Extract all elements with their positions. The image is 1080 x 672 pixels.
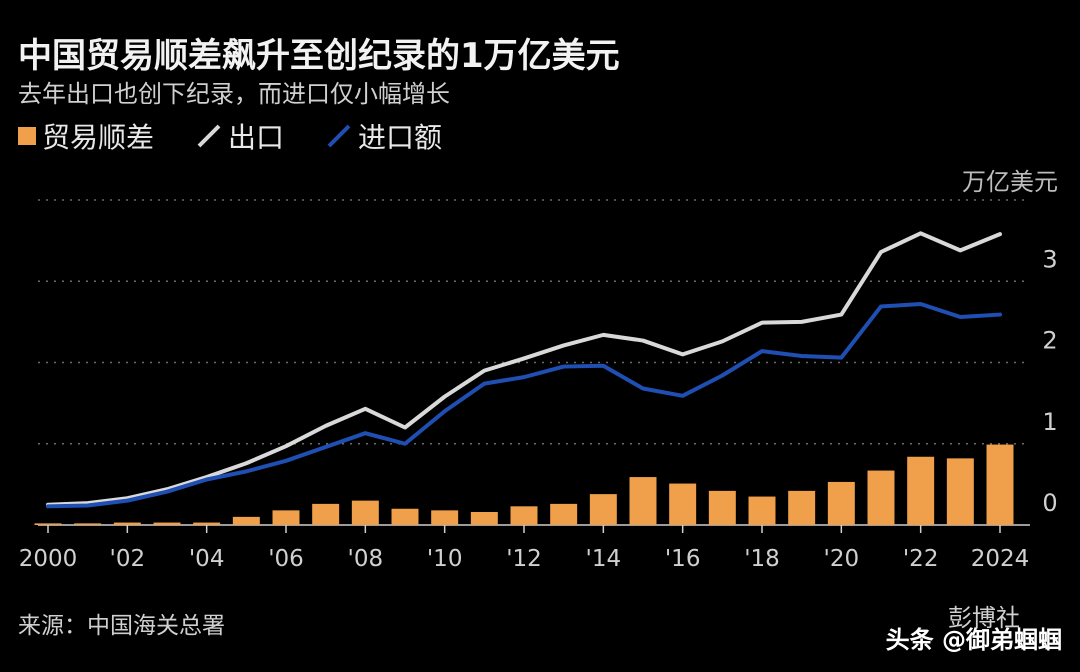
legend-label-exports: 出口 bbox=[228, 121, 285, 154]
bar-trade-surplus bbox=[748, 496, 776, 525]
x-tick-label: '10 bbox=[427, 546, 463, 572]
line-exports bbox=[46, 231, 1002, 507]
bar-trade-surplus bbox=[550, 503, 578, 525]
bar-trade-surplus bbox=[232, 516, 260, 525]
x-tick-label: '20 bbox=[824, 546, 860, 572]
bar-trade-surplus bbox=[946, 458, 974, 525]
bar-trade-surplus bbox=[153, 522, 181, 525]
unit-label: 万亿美元 bbox=[962, 168, 1058, 196]
x-tick-label: '08 bbox=[348, 546, 384, 572]
y-tick-label: 0 bbox=[1042, 489, 1057, 517]
chart-title: 中国贸易顺差飙升至创纪录的1万亿美元 bbox=[18, 36, 620, 76]
bar-trade-surplus bbox=[351, 500, 379, 525]
watermark: 头条 @御弟蝈蝈 bbox=[885, 626, 1062, 654]
chart-subtitle: 去年出口也创下纪录，而进口仅小幅增长 bbox=[18, 80, 450, 108]
legend-item-exports: 出口 bbox=[196, 116, 284, 156]
x-tick-label: '18 bbox=[744, 546, 780, 572]
legend-line-swatch-imports bbox=[327, 124, 351, 148]
y-tick-label: 3 bbox=[1042, 245, 1057, 273]
legend-item-trade-surplus: 贸易顺差 bbox=[18, 116, 154, 156]
x-tick-label: '22 bbox=[903, 546, 939, 572]
bar-trade-surplus bbox=[74, 523, 102, 525]
bar-trade-surplus bbox=[34, 523, 62, 525]
legend-label-trade-surplus: 贸易顺差 bbox=[42, 121, 155, 154]
x-tick-label: '12 bbox=[506, 546, 542, 572]
bar-trade-surplus bbox=[272, 510, 300, 525]
bar-trade-surplus bbox=[193, 522, 221, 525]
x-tick-label: '02 bbox=[110, 546, 146, 572]
line-imports bbox=[46, 302, 1002, 509]
bar-trade-surplus bbox=[431, 510, 459, 525]
x-tick-label: '04 bbox=[189, 546, 225, 572]
source-note: 来源：中国海关总署 bbox=[18, 613, 225, 639]
bar-trade-surplus bbox=[589, 494, 617, 525]
bar-trade-surplus bbox=[708, 490, 736, 525]
y-tick-label: 1 bbox=[1042, 408, 1057, 436]
brand-label: 彭博社 bbox=[948, 604, 1020, 632]
x-tick-label: 2000 bbox=[19, 546, 78, 572]
y-tick-label: 2 bbox=[1042, 327, 1057, 355]
legend-item-imports: 进口额 bbox=[326, 116, 442, 156]
legend-label-imports: 进口额 bbox=[358, 121, 443, 154]
bar-trade-surplus bbox=[669, 483, 697, 525]
bar-trade-surplus bbox=[510, 506, 538, 525]
bar-trade-surplus bbox=[788, 490, 816, 525]
bar-trade-surplus bbox=[470, 512, 498, 525]
bar-trade-surplus bbox=[827, 481, 855, 525]
legend-bar-swatch bbox=[18, 127, 36, 145]
x-tick-label: '14 bbox=[586, 546, 622, 572]
x-tick-label: '06 bbox=[268, 546, 304, 572]
bar-trade-surplus bbox=[391, 508, 419, 525]
bar-trade-surplus bbox=[629, 477, 657, 525]
x-tick-label: '16 bbox=[665, 546, 701, 572]
bar-trade-surplus bbox=[986, 444, 1014, 525]
bar-trade-surplus bbox=[907, 456, 935, 525]
x-tick-label: 2024 bbox=[971, 546, 1030, 572]
legend: 贸易顺差 出口 进口额 bbox=[18, 116, 484, 156]
bar-trade-surplus bbox=[312, 503, 340, 525]
bar-trade-surplus bbox=[867, 470, 895, 525]
legend-line-swatch-exports bbox=[197, 124, 221, 148]
bar-trade-surplus bbox=[113, 522, 141, 525]
